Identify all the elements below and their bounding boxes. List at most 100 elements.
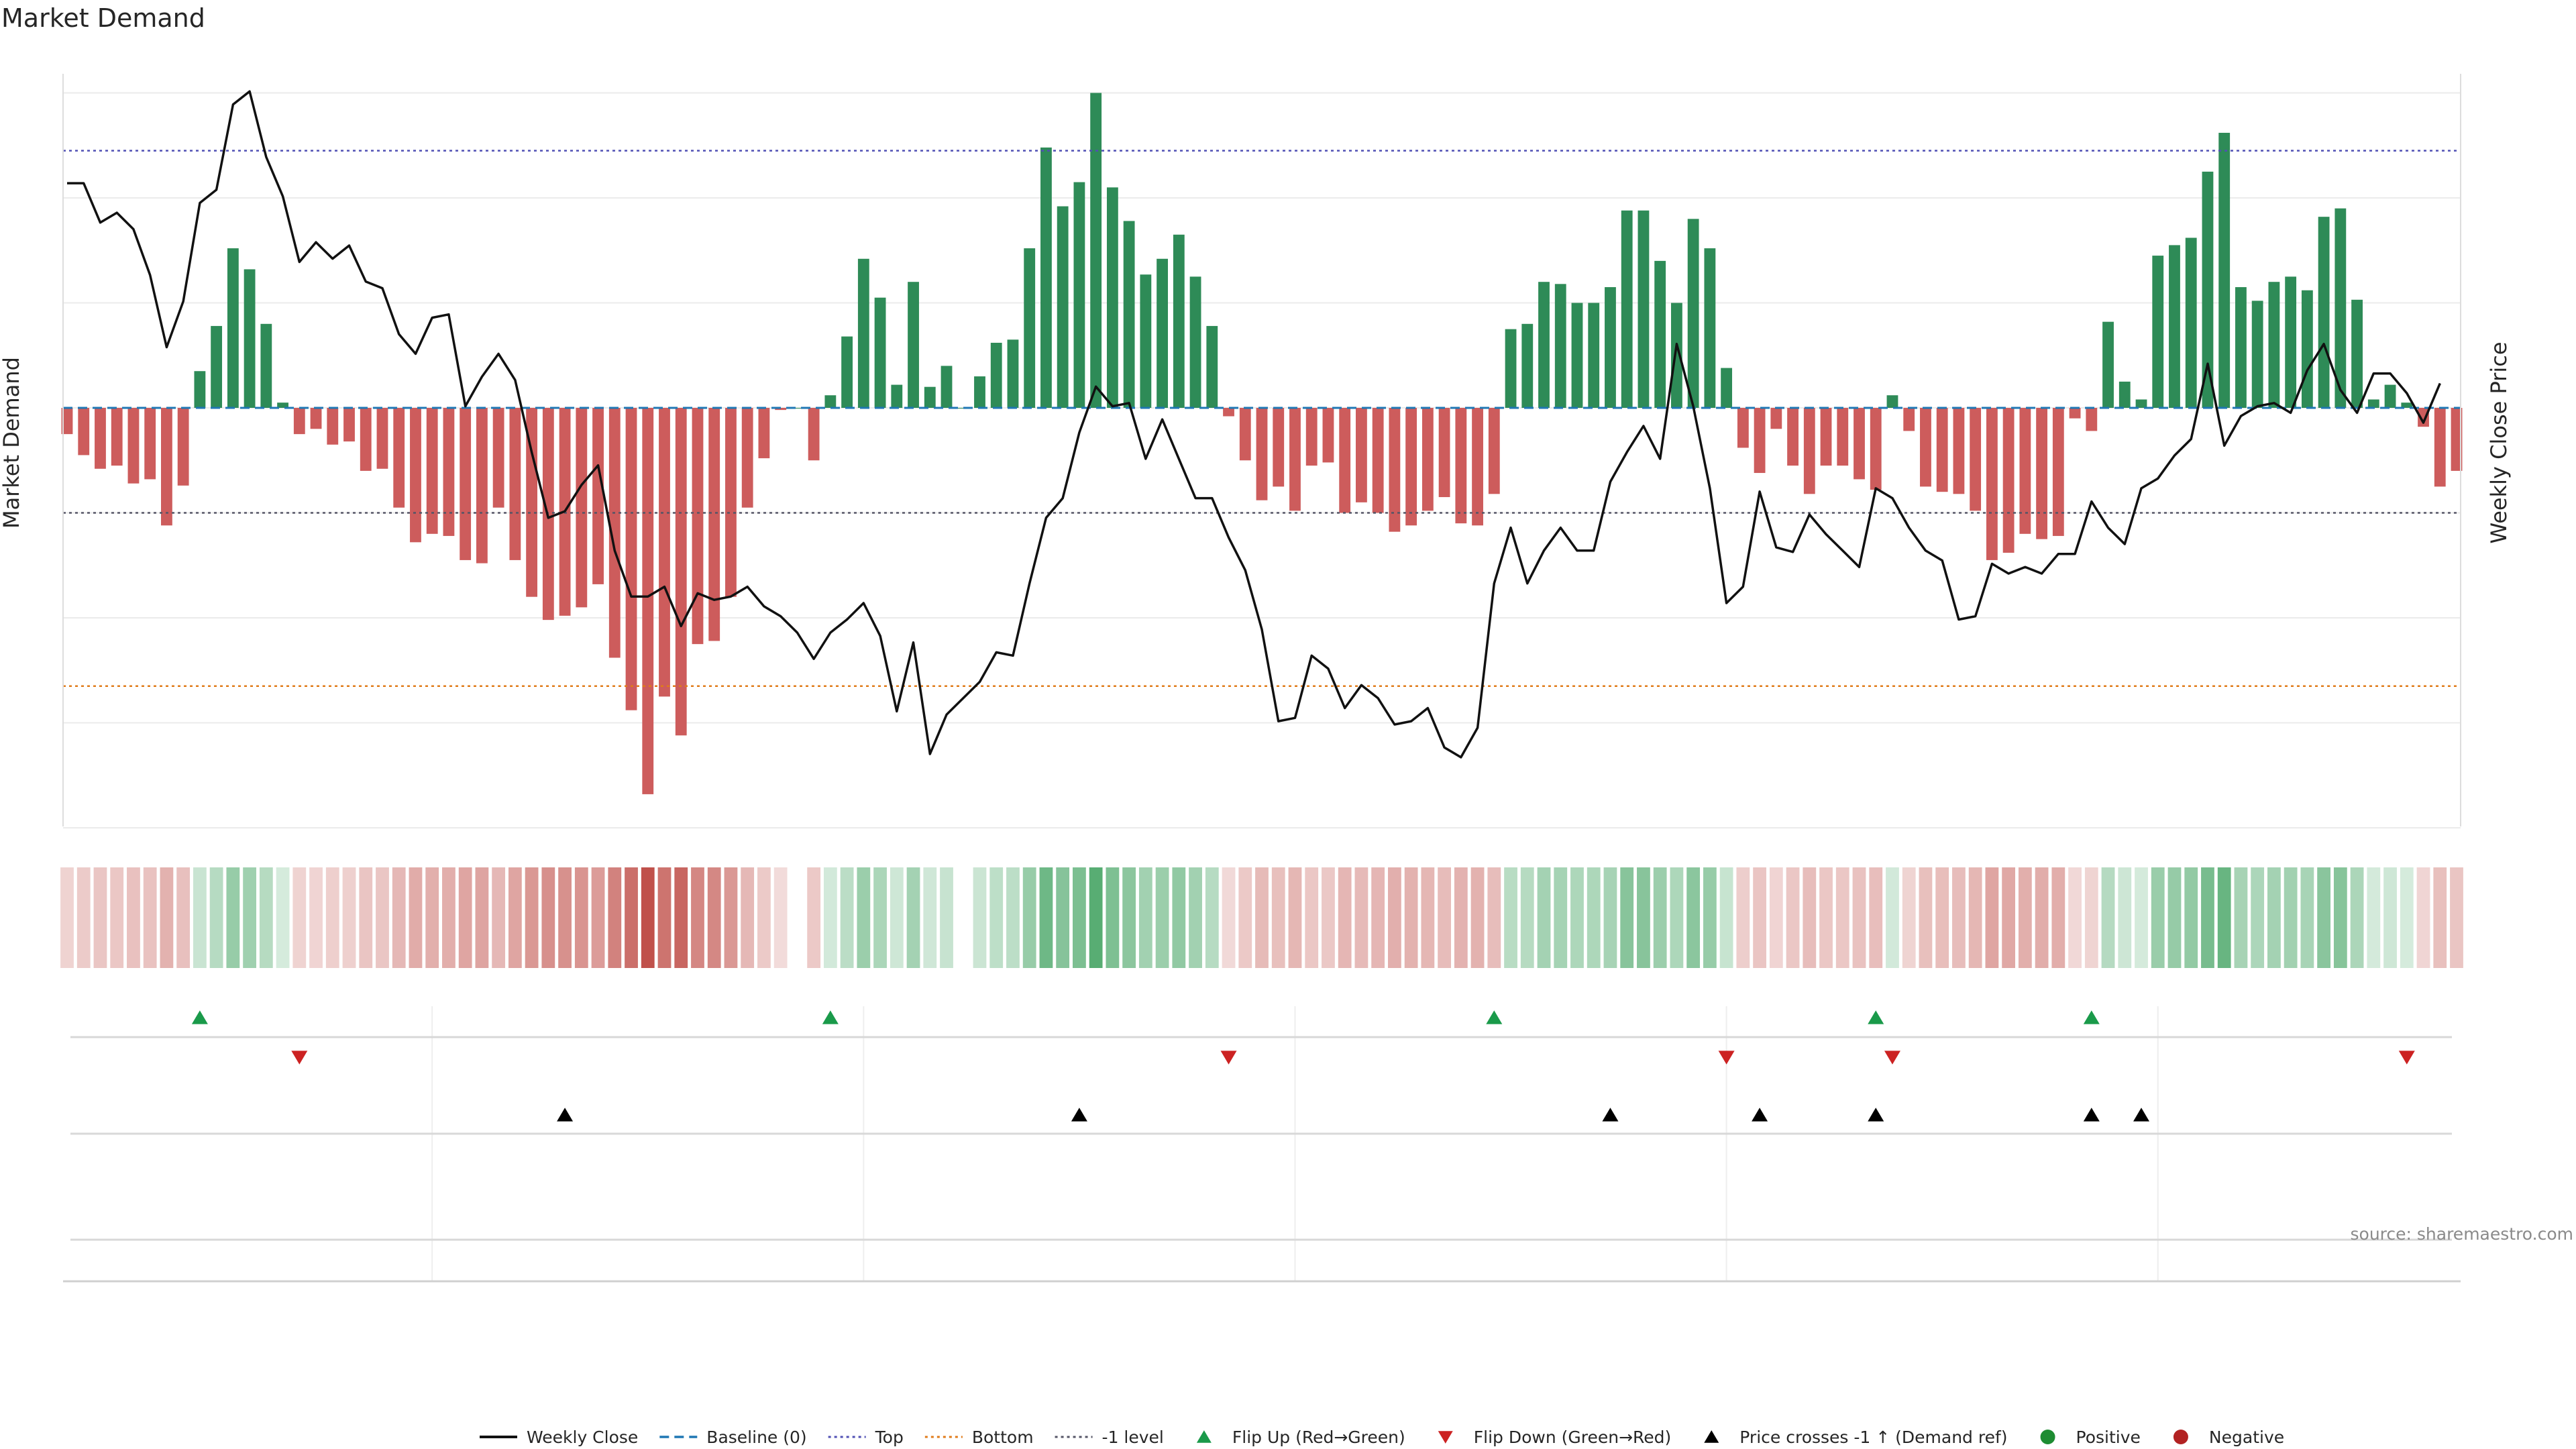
demand-bar xyxy=(1554,284,1566,408)
heat-cell xyxy=(1056,867,1070,968)
demand-bar xyxy=(227,248,239,408)
heat-cell xyxy=(442,867,455,968)
demand-bar xyxy=(2451,408,2463,471)
demand-bar xyxy=(642,408,654,794)
legend-label: Positive xyxy=(2076,1428,2141,1447)
heat-cell xyxy=(1322,867,1335,968)
demand-bar xyxy=(1239,408,1251,461)
demand-bar xyxy=(1007,339,1019,408)
heat-cell xyxy=(2333,867,2347,968)
demand-bar xyxy=(393,408,405,508)
demand-bar xyxy=(127,408,140,484)
demand-bar xyxy=(476,408,488,564)
demand-bar xyxy=(443,408,455,536)
demand-bar xyxy=(857,258,869,408)
heat-cell xyxy=(243,867,256,968)
legend-label: Price crosses -1 ↑ (Demand ref) xyxy=(1739,1428,2007,1447)
heat-cell xyxy=(1985,867,1999,968)
demand-bar xyxy=(1106,187,1118,408)
heat-cell xyxy=(1570,867,1584,968)
demand-bar xyxy=(211,325,223,408)
price-cross-marker xyxy=(2083,1108,2100,1122)
demand-bar xyxy=(1770,408,1782,429)
heat-cell xyxy=(1371,867,1385,968)
heat-cell xyxy=(1421,867,1435,968)
heat-cell xyxy=(2383,867,2397,968)
demand-bar xyxy=(1803,408,1815,494)
demand-bar xyxy=(1721,368,1733,408)
demand-bar xyxy=(1289,408,1301,511)
heat-cell xyxy=(425,867,439,968)
heat-cell xyxy=(2267,867,2281,968)
heat-cell xyxy=(160,867,174,968)
heat-cell xyxy=(1670,867,1684,968)
demand-bar xyxy=(526,408,538,597)
heat-cell xyxy=(1902,867,1916,968)
demand-bar xyxy=(659,408,670,697)
legend: Weekly Close Baseline (0) Top Bottom -1 leve… xyxy=(480,1428,2284,1447)
demand-bar xyxy=(708,408,720,641)
heat-cell xyxy=(1952,867,1966,968)
heat-cell xyxy=(1006,867,1020,968)
demand-bar xyxy=(2401,402,2413,408)
demand-bar xyxy=(841,336,853,408)
heat-cell xyxy=(1222,867,1236,968)
demand-bar xyxy=(1189,276,1201,408)
heat-cell xyxy=(1753,867,1766,968)
heat-cell xyxy=(1089,867,1103,968)
heat-cell xyxy=(2416,867,2430,968)
heat-cell xyxy=(1736,867,1750,968)
heat-cell xyxy=(1404,867,1418,968)
demand-bar xyxy=(360,408,372,471)
demand-bar xyxy=(144,408,156,480)
flip-down-marker xyxy=(2398,1051,2415,1065)
demand-bar xyxy=(941,366,953,408)
demand-bar xyxy=(1057,206,1069,408)
demand-bar xyxy=(260,323,272,408)
demand-bar xyxy=(608,408,621,658)
heat-cell xyxy=(757,867,771,968)
demand-bar xyxy=(1090,93,1102,408)
heat-cell xyxy=(989,867,1004,968)
demand-bar xyxy=(2268,282,2280,408)
demand-bar xyxy=(1273,408,1285,487)
demand-bar xyxy=(2251,301,2263,408)
demand-bar xyxy=(161,408,172,526)
heat-cell xyxy=(2201,867,2214,968)
heat-cell xyxy=(1189,867,1202,968)
demand-bar xyxy=(1571,303,1583,408)
demand-bar xyxy=(1472,408,1483,526)
demand-bar xyxy=(2102,321,2114,408)
reference-lines xyxy=(63,150,2461,687)
heat-cell xyxy=(475,867,489,968)
demand-bar xyxy=(376,408,388,469)
flip-down-marker xyxy=(1884,1051,1900,1065)
flip-down-marker xyxy=(1220,1051,1237,1065)
heat-cell xyxy=(2284,867,2298,968)
heat-cell xyxy=(2018,867,2032,968)
demand-bar xyxy=(2118,381,2131,408)
demand-bar xyxy=(1073,182,1085,408)
demand-bar xyxy=(1421,408,1434,511)
heat-cell xyxy=(226,867,240,968)
demand-bar xyxy=(692,408,704,645)
heat-cell xyxy=(1255,867,1269,968)
heat-cell xyxy=(691,867,704,968)
heat-cell xyxy=(2051,867,2065,968)
heat-cell xyxy=(591,867,605,968)
heat-cell xyxy=(674,867,688,968)
heat-cell xyxy=(890,867,904,968)
heat-cell xyxy=(741,867,755,968)
heat-cell xyxy=(840,867,854,968)
heat-cell xyxy=(525,867,539,968)
demand-bar xyxy=(725,408,737,597)
demand-bar xyxy=(1505,329,1517,408)
heat-cell xyxy=(1504,867,1517,968)
demand-bar xyxy=(2367,399,2379,408)
price-cross-marker xyxy=(1071,1108,1087,1122)
y2-axis-label: Weekly Close Price xyxy=(2486,341,2512,543)
heat-cell xyxy=(1122,867,1136,968)
demand-bar xyxy=(2235,287,2247,408)
demand-bar xyxy=(1140,274,1152,408)
